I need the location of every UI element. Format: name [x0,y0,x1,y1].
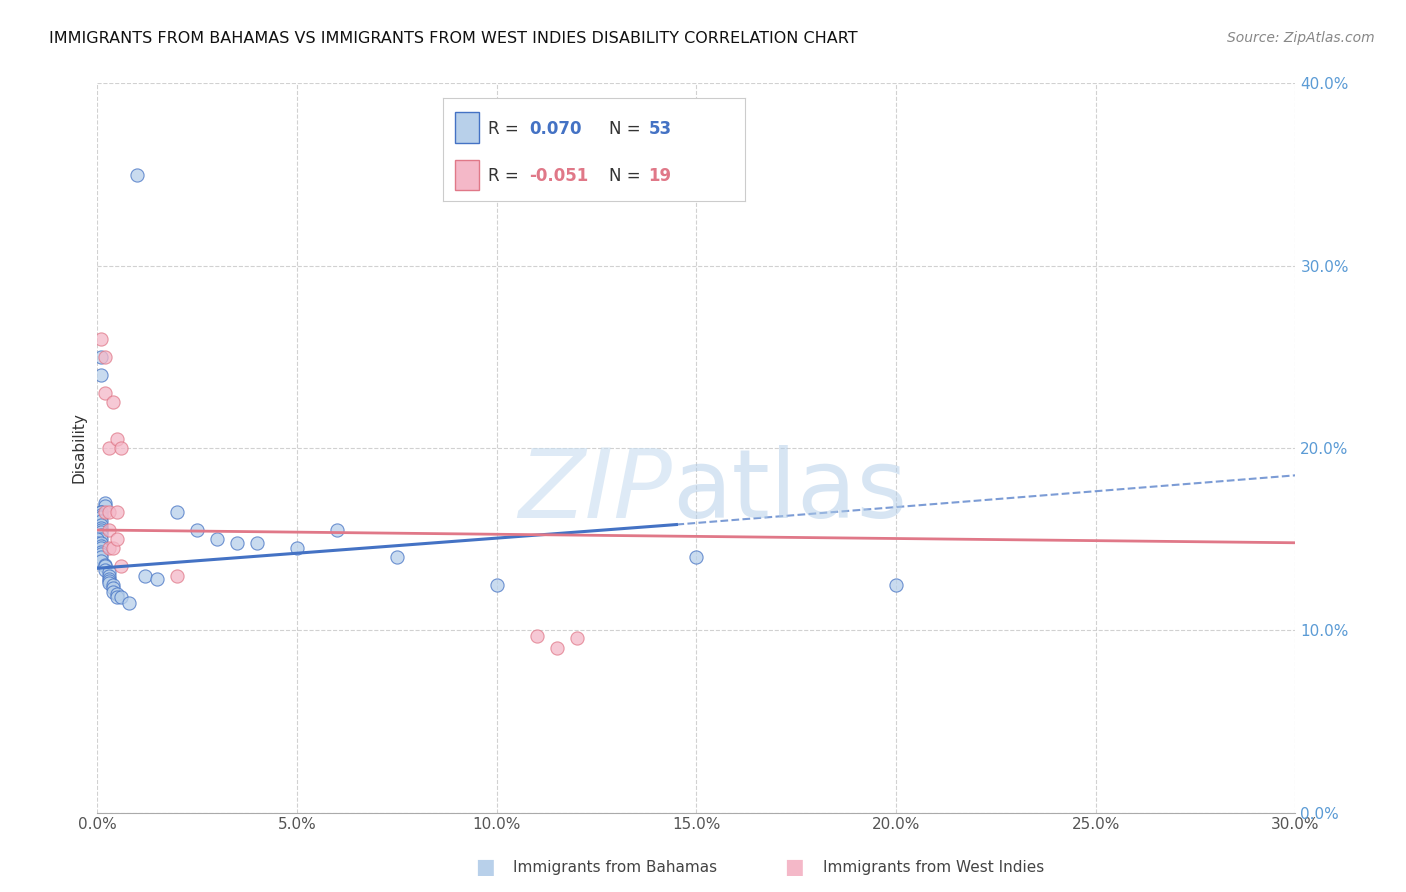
Text: atlas: atlas [672,445,907,538]
Point [285,541,308,556]
Text: R =: R = [488,120,524,138]
Point [103,541,125,556]
Point [98,505,121,519]
Y-axis label: Disability: Disability [72,413,86,483]
Point [94,563,117,577]
Point [90,547,112,561]
Point [94,505,117,519]
Point [105,505,128,519]
Point [94,558,117,572]
Point [118,596,141,610]
Point [90,350,112,364]
Point [103,577,125,591]
Text: Immigrants from West Indies: Immigrants from West Indies [823,860,1043,874]
Point [103,585,125,599]
Point [110,559,132,574]
Text: 19: 19 [648,167,672,185]
Point [90,510,112,524]
Point [98,541,121,556]
Point [226,535,249,549]
Text: ■: ■ [475,857,495,877]
Point [105,587,128,601]
Text: ■: ■ [785,857,804,877]
Point [90,550,112,565]
Point [105,591,128,605]
Text: -0.051: -0.051 [529,167,588,185]
Text: N =: N = [609,167,645,185]
Point [90,368,112,382]
Point [884,577,907,591]
Point [98,523,121,537]
Point [90,535,112,549]
Point [134,568,156,582]
Point [186,523,208,537]
Point [90,523,112,537]
Point [485,577,508,591]
Text: N =: N = [609,120,645,138]
Point [127,168,149,182]
Point [110,591,132,605]
Point [205,532,228,546]
Point [94,496,117,510]
Point [326,523,349,537]
Point [90,521,112,535]
Point [105,532,128,546]
Point [94,500,117,514]
Text: R =: R = [488,167,524,185]
Point [86,535,108,549]
Bar [456,160,479,190]
Point [94,386,117,401]
Point [98,568,121,582]
Point [98,574,121,588]
Point [90,524,112,539]
Point [565,631,588,645]
Point [98,441,121,455]
Point [90,554,112,568]
Point [98,572,121,586]
Point [103,582,125,596]
Point [98,575,121,590]
Point [90,505,112,519]
Point [90,514,112,528]
Point [90,545,112,559]
Point [90,517,112,532]
Text: Source: ZipAtlas.com: Source: ZipAtlas.com [1227,31,1375,45]
Point [105,432,128,446]
Text: IMMIGRANTS FROM BAHAMAS VS IMMIGRANTS FROM WEST INDIES DISABILITY CORRELATION CH: IMMIGRANTS FROM BAHAMAS VS IMMIGRANTS FR… [49,31,858,46]
Point [90,528,112,542]
Point [90,540,112,554]
Point [90,332,112,346]
Point [166,568,188,582]
Text: ZIP: ZIP [519,445,672,538]
Point [98,565,121,579]
Point [110,441,132,455]
Point [94,350,117,364]
Point [546,641,568,656]
Point [246,535,269,549]
Text: Immigrants from Bahamas: Immigrants from Bahamas [513,860,717,874]
Text: 0.070: 0.070 [529,120,582,138]
Point [90,541,112,556]
Point [166,505,188,519]
Point [94,559,117,574]
Text: 53: 53 [648,120,672,138]
Point [103,395,125,409]
Bar [456,112,479,144]
Point [685,550,707,565]
Point [146,572,169,586]
Point [526,629,548,643]
Point [90,508,112,523]
Point [90,532,112,546]
Point [86,532,108,546]
Point [385,550,408,565]
Point [90,505,112,519]
